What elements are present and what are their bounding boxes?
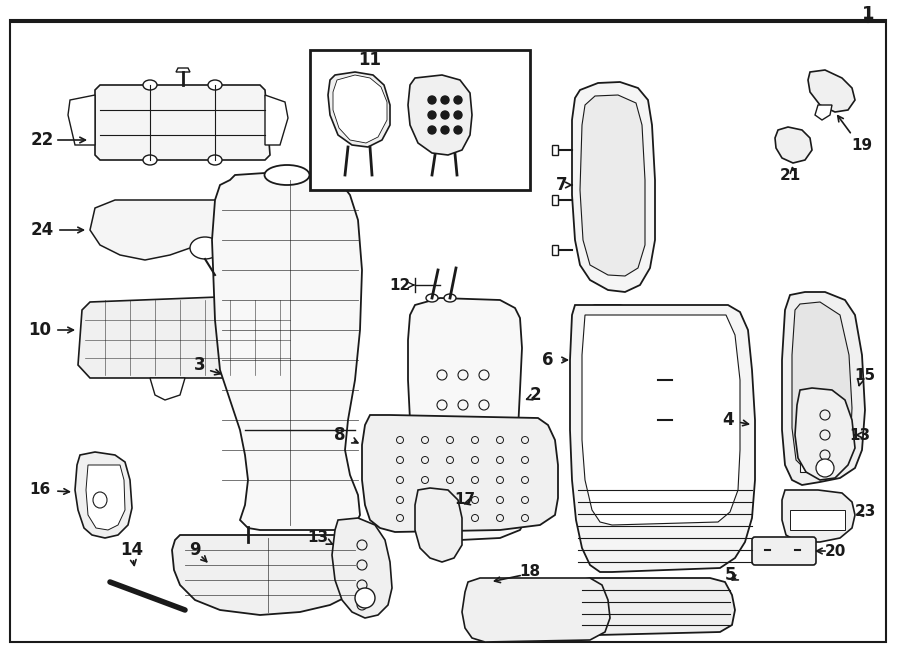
Circle shape: [454, 126, 462, 134]
Polygon shape: [572, 305, 660, 478]
Text: 1: 1: [862, 5, 874, 23]
Circle shape: [441, 111, 449, 119]
Polygon shape: [408, 75, 472, 155]
Text: 13: 13: [850, 428, 870, 442]
Text: 18: 18: [519, 564, 541, 580]
Ellipse shape: [143, 80, 157, 90]
Ellipse shape: [355, 588, 375, 608]
Circle shape: [454, 96, 462, 104]
FancyBboxPatch shape: [752, 537, 816, 565]
Circle shape: [428, 126, 436, 134]
Text: 4: 4: [722, 411, 734, 429]
Text: 12: 12: [390, 278, 410, 293]
Text: 8: 8: [334, 426, 346, 444]
Text: 14: 14: [121, 541, 144, 559]
Text: 7: 7: [556, 176, 568, 194]
Ellipse shape: [93, 492, 107, 508]
Ellipse shape: [816, 459, 834, 477]
Polygon shape: [462, 578, 610, 642]
Polygon shape: [815, 105, 832, 120]
Polygon shape: [75, 452, 132, 538]
Polygon shape: [176, 68, 190, 72]
Polygon shape: [212, 172, 362, 530]
Polygon shape: [795, 388, 855, 480]
Polygon shape: [362, 415, 558, 532]
Polygon shape: [332, 518, 392, 618]
Text: 17: 17: [454, 492, 475, 508]
Ellipse shape: [208, 155, 222, 165]
Text: 11: 11: [358, 51, 382, 69]
Polygon shape: [782, 490, 855, 542]
Text: 20: 20: [824, 543, 846, 559]
Text: 2: 2: [529, 386, 541, 404]
Polygon shape: [575, 578, 735, 635]
Polygon shape: [792, 302, 852, 473]
Polygon shape: [78, 295, 295, 378]
Text: 10: 10: [29, 321, 51, 339]
Ellipse shape: [265, 165, 310, 185]
Polygon shape: [552, 145, 558, 155]
Polygon shape: [582, 315, 740, 525]
Circle shape: [441, 96, 449, 104]
Text: 24: 24: [31, 221, 54, 239]
Polygon shape: [552, 195, 558, 205]
Text: 15: 15: [854, 368, 876, 383]
Circle shape: [441, 126, 449, 134]
Polygon shape: [220, 268, 238, 280]
Ellipse shape: [190, 237, 220, 259]
Polygon shape: [808, 70, 855, 112]
Polygon shape: [408, 298, 528, 540]
Text: 16: 16: [30, 483, 50, 498]
Polygon shape: [790, 510, 845, 530]
Polygon shape: [415, 488, 462, 562]
Polygon shape: [328, 72, 390, 147]
Text: 13: 13: [308, 531, 328, 545]
Text: 3: 3: [194, 356, 206, 374]
Text: 5: 5: [724, 566, 736, 584]
Text: 21: 21: [779, 167, 801, 182]
Polygon shape: [775, 127, 812, 163]
Polygon shape: [580, 95, 645, 276]
Circle shape: [428, 96, 436, 104]
Bar: [310, 50, 530, 190]
Ellipse shape: [804, 429, 816, 441]
Polygon shape: [552, 245, 558, 255]
Text: 22: 22: [31, 131, 54, 149]
Polygon shape: [150, 378, 185, 400]
Polygon shape: [333, 75, 387, 143]
Polygon shape: [95, 85, 270, 160]
Text: 23: 23: [854, 504, 876, 520]
Polygon shape: [572, 82, 655, 292]
Ellipse shape: [208, 80, 222, 90]
Ellipse shape: [143, 155, 157, 165]
Text: 9: 9: [189, 541, 201, 559]
Circle shape: [428, 111, 436, 119]
Polygon shape: [172, 535, 360, 615]
Polygon shape: [800, 455, 820, 472]
Polygon shape: [582, 313, 648, 465]
Text: 19: 19: [851, 137, 873, 153]
Ellipse shape: [426, 294, 438, 302]
Circle shape: [454, 111, 462, 119]
Polygon shape: [570, 305, 755, 572]
Polygon shape: [782, 292, 865, 485]
Polygon shape: [265, 95, 288, 145]
Polygon shape: [68, 95, 95, 145]
Ellipse shape: [444, 294, 456, 302]
Polygon shape: [86, 465, 125, 530]
Text: 6: 6: [542, 351, 554, 369]
Polygon shape: [90, 200, 245, 260]
